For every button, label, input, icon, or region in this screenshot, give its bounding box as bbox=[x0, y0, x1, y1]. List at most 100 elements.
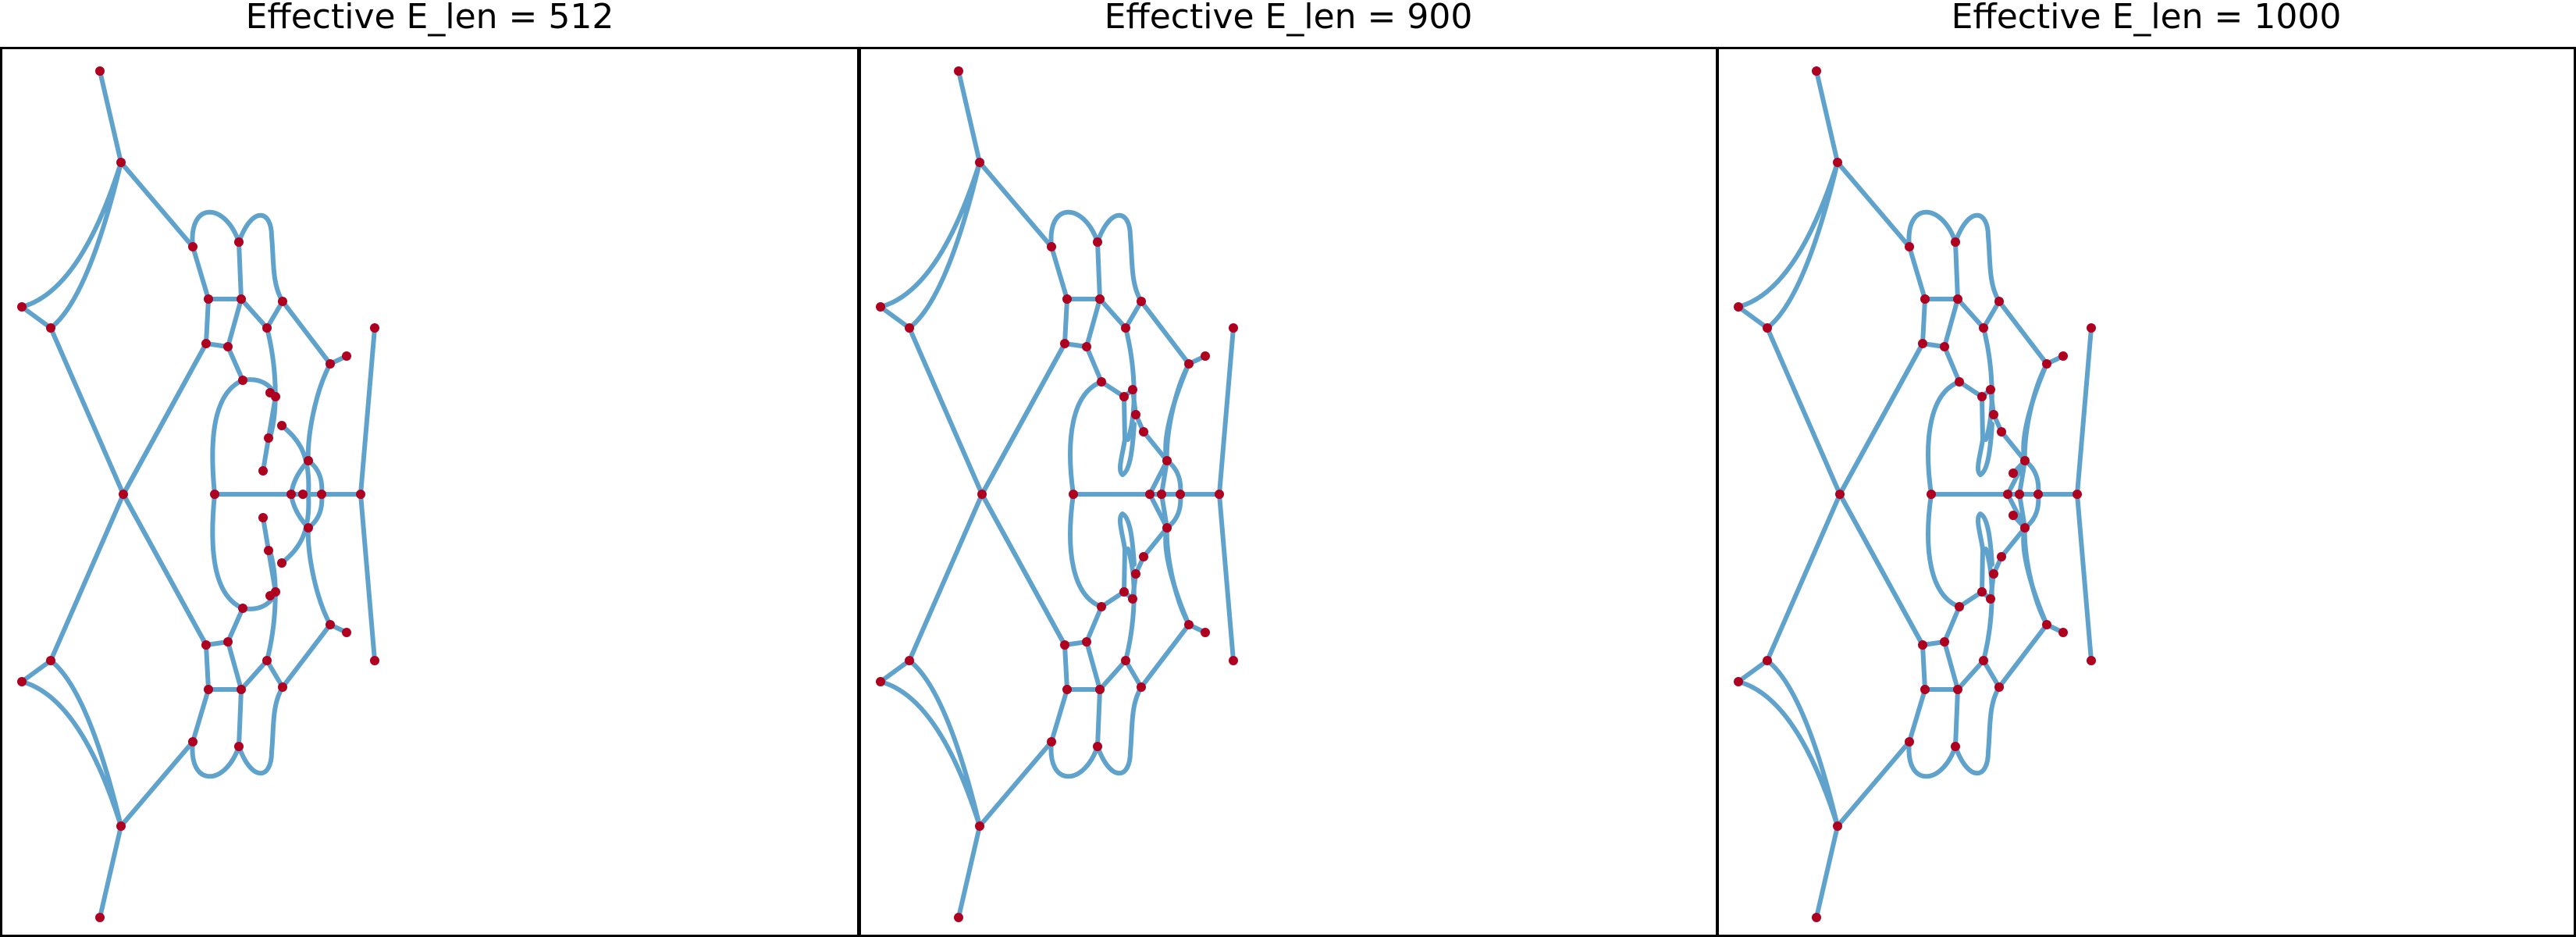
graph-edge bbox=[2021, 526, 2049, 627]
graph-node bbox=[1093, 237, 1102, 247]
graph-node bbox=[264, 546, 273, 555]
graph-node bbox=[238, 604, 247, 613]
graph-edge bbox=[280, 299, 333, 366]
graph-node bbox=[286, 490, 296, 499]
graph-node bbox=[1131, 569, 1140, 579]
graph-edge bbox=[121, 492, 208, 647]
graph-edge bbox=[907, 326, 984, 497]
graph-edge bbox=[1814, 69, 1840, 165]
graph-node bbox=[238, 376, 247, 385]
graph-node bbox=[1060, 640, 1069, 650]
graph-edge bbox=[1141, 526, 1169, 559]
graph-edge bbox=[1068, 379, 1104, 497]
graph-node bbox=[1977, 587, 1987, 597]
graph-edge bbox=[1835, 160, 1912, 249]
graph-edge bbox=[358, 326, 377, 497]
graph-edge bbox=[1907, 244, 1927, 301]
graph-node bbox=[1734, 302, 1743, 312]
graph-edge bbox=[1048, 739, 1100, 779]
graph-edge bbox=[48, 326, 126, 497]
graph-edge bbox=[279, 492, 311, 565]
graph-edge bbox=[265, 658, 285, 689]
graph-edge bbox=[1981, 547, 1994, 663]
graph-edge bbox=[977, 739, 1054, 828]
graph-edge bbox=[1095, 240, 1102, 301]
panel-elen-512: Effective E_len = 512 bbox=[0, 0, 859, 937]
graph-node bbox=[1734, 677, 1743, 686]
graph-node bbox=[264, 433, 273, 443]
graph-node bbox=[1927, 490, 1936, 499]
graph-edge bbox=[1163, 362, 1191, 463]
graph-node bbox=[342, 351, 351, 361]
graph-edge bbox=[210, 492, 245, 611]
graph-node bbox=[1215, 490, 1224, 499]
graph-node bbox=[223, 342, 233, 351]
graph-node bbox=[271, 587, 280, 597]
graph-edge bbox=[226, 606, 245, 644]
graph-node bbox=[1979, 323, 1988, 333]
graph-node bbox=[1994, 682, 2004, 692]
graph-edge bbox=[305, 526, 333, 627]
graph-edge bbox=[239, 297, 269, 330]
graph-edge bbox=[878, 305, 912, 330]
graph-node bbox=[2015, 490, 2024, 499]
graph-edge bbox=[280, 622, 333, 689]
graph-node bbox=[188, 242, 197, 251]
graph-node bbox=[278, 682, 287, 692]
graph-edge bbox=[980, 341, 1067, 497]
graph-edge bbox=[1814, 824, 1840, 920]
graph-node bbox=[116, 158, 126, 167]
graph-edge bbox=[1765, 492, 1842, 663]
graph-edge bbox=[1976, 511, 1994, 594]
graph-edge bbox=[237, 687, 244, 749]
graph-edge bbox=[1118, 511, 1137, 594]
graph-node bbox=[1763, 656, 1772, 665]
graph-edge bbox=[261, 515, 271, 553]
graph-node bbox=[1979, 656, 1988, 665]
graph-edge bbox=[237, 685, 285, 776]
graph-node bbox=[342, 628, 351, 637]
graph-edge bbox=[237, 240, 244, 301]
graph-edge bbox=[1907, 687, 1927, 744]
graph-node bbox=[237, 685, 246, 694]
graph-edge bbox=[1765, 326, 1842, 497]
graph-edge bbox=[98, 69, 123, 165]
graph-edge bbox=[1981, 658, 2001, 689]
graph-node bbox=[1835, 490, 1845, 499]
graph-node bbox=[1121, 323, 1130, 333]
panel-title: Effective E_len = 900 bbox=[1104, 0, 1473, 37]
panel-title: Effective E_len = 1000 bbox=[1951, 0, 2342, 37]
graph-node bbox=[1184, 359, 1194, 369]
graph-node bbox=[1918, 640, 1927, 650]
graph-edge bbox=[1838, 492, 1925, 647]
graph-edge bbox=[1049, 244, 1069, 301]
graph-node bbox=[46, 323, 55, 333]
graph-edge bbox=[1217, 492, 1236, 663]
graph-edge bbox=[1062, 643, 1069, 692]
graph-edge bbox=[20, 658, 53, 684]
graph-node bbox=[46, 656, 55, 665]
graph-node bbox=[95, 66, 105, 76]
graph-node bbox=[258, 513, 268, 522]
graph-edge bbox=[1953, 687, 1960, 749]
graph-edge bbox=[1159, 458, 1169, 497]
graph-node bbox=[304, 456, 313, 465]
graph-edge bbox=[1123, 299, 1144, 330]
graph-node bbox=[1060, 339, 1069, 348]
graph-edge bbox=[1981, 326, 1994, 442]
graph-edge bbox=[1736, 658, 1770, 684]
graph-node bbox=[304, 523, 313, 533]
graph-edge bbox=[1139, 299, 1191, 366]
graph-nodes bbox=[876, 66, 1238, 922]
graph-node bbox=[954, 66, 963, 76]
graph-node bbox=[271, 392, 280, 401]
graph-node bbox=[1097, 602, 1106, 611]
graph-node bbox=[1920, 685, 1930, 694]
graph-edge bbox=[289, 458, 311, 497]
graph-node bbox=[1905, 737, 1914, 746]
graph-node bbox=[1062, 294, 1072, 304]
graph-edge bbox=[1062, 297, 1069, 346]
graph-node bbox=[1997, 552, 2006, 561]
graph-edge bbox=[907, 492, 984, 663]
graph-edge bbox=[1953, 240, 1960, 301]
